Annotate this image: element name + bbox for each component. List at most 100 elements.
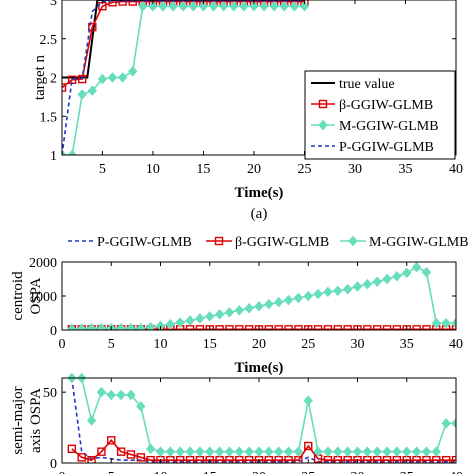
x-axis-label: Time(s) [235,185,284,201]
series-line [71,377,456,453]
data-point [224,446,235,457]
data-point [86,323,97,330]
data-point [244,325,254,330]
y-axis-label: target n [32,54,48,100]
data-point [421,446,432,457]
data-point [155,446,166,457]
series-line [71,439,456,462]
data-point [208,0,219,12]
data-point [145,443,156,455]
legend: true value β-GGIW-GLMB M-GGIW-GLMB P-GGIW-G… [304,70,456,160]
data-point [148,0,158,12]
data-point [96,386,107,398]
data-point [229,0,239,12]
data-point [215,325,224,330]
data-point [304,325,313,330]
data-point [352,446,363,457]
legend-marker [214,236,224,246]
x-tick-label: 5 [108,470,115,474]
data-point [392,325,402,330]
x-tick-label: 20 [247,162,261,177]
data-point [254,300,264,312]
data-point [195,325,205,330]
data-point [373,325,382,330]
data-point [254,325,264,330]
x-tick-label: 30 [348,162,362,177]
data-point [279,0,289,12]
x-tick-label: 5 [108,337,115,352]
data-point [244,302,254,314]
legend-box [304,70,456,160]
x-tick-label: 0 [59,337,66,352]
x-tick-label: 15 [203,470,217,474]
series-beta-ggiw-glmb [67,325,456,330]
series-m-ggiw-glmb [67,372,456,457]
data-point [107,72,118,83]
data-point [128,0,137,6]
legend-label-p-ggiw-glmb: P-GGIW-GLMB [97,235,192,250]
data-point [441,418,451,429]
data-point [185,446,195,457]
x-tick-label: 15 [196,162,210,177]
data-point [451,455,456,463]
data-point [87,85,97,96]
data-point [411,261,422,273]
x-tick-label: 40 [449,337,463,352]
data-point [264,446,274,457]
data-point [343,325,352,330]
data-point [422,325,431,330]
data-point [412,325,421,330]
data-point [333,285,343,297]
data-point [323,286,333,298]
data-point [382,273,392,285]
series-line [62,5,305,155]
data-point [421,266,432,278]
x-tick-label: 35 [398,162,412,177]
data-point [254,446,264,457]
data-point [264,298,274,310]
data-point [431,446,441,457]
data-point [126,450,136,459]
x-tick-label: 10 [154,337,168,352]
x-axis-label: Time(s) [235,360,284,376]
series-line [71,266,456,330]
data-point [274,325,283,330]
data-point [303,395,313,406]
series-m-ggiw-glmb [67,261,456,330]
series-p-ggiw-glmb [62,0,305,155]
data-point [313,446,323,457]
data-point [218,0,229,12]
x-tick-label: 25 [297,162,311,177]
data-point [214,446,225,457]
data-point [313,288,323,300]
legend-label-beta-ggiw-glmb: β-GGIW-GLMB [339,98,433,113]
y-tick-label: 1.5 [40,110,58,125]
x-tick-label: 40 [449,162,463,177]
data-point [274,446,284,457]
y-tick-label: 2000 [29,256,57,271]
data-point [372,276,382,287]
legend-label-beta-ggiw-glmb: β-GGIW-GLMB [235,235,329,250]
data-point [392,446,402,457]
y-tick-label: 1000 [29,290,57,305]
data-point [313,325,323,330]
x-tick-label: 35 [400,337,414,352]
data-point [299,0,310,12]
data-point [289,0,300,12]
data-point [294,325,303,330]
x-tick-label: 10 [146,162,160,177]
data-point [342,283,353,295]
data-point [304,441,313,451]
data-point [78,74,87,84]
legend-label-p-ggiw-glmb: P-GGIW-GLMB [339,140,434,155]
data-point [107,436,116,445]
data-point [303,290,313,302]
data-point [431,317,441,329]
data-point [136,323,146,330]
series-line [62,0,305,89]
data-point [441,317,451,329]
data-point [146,455,155,463]
data-point [168,0,178,12]
